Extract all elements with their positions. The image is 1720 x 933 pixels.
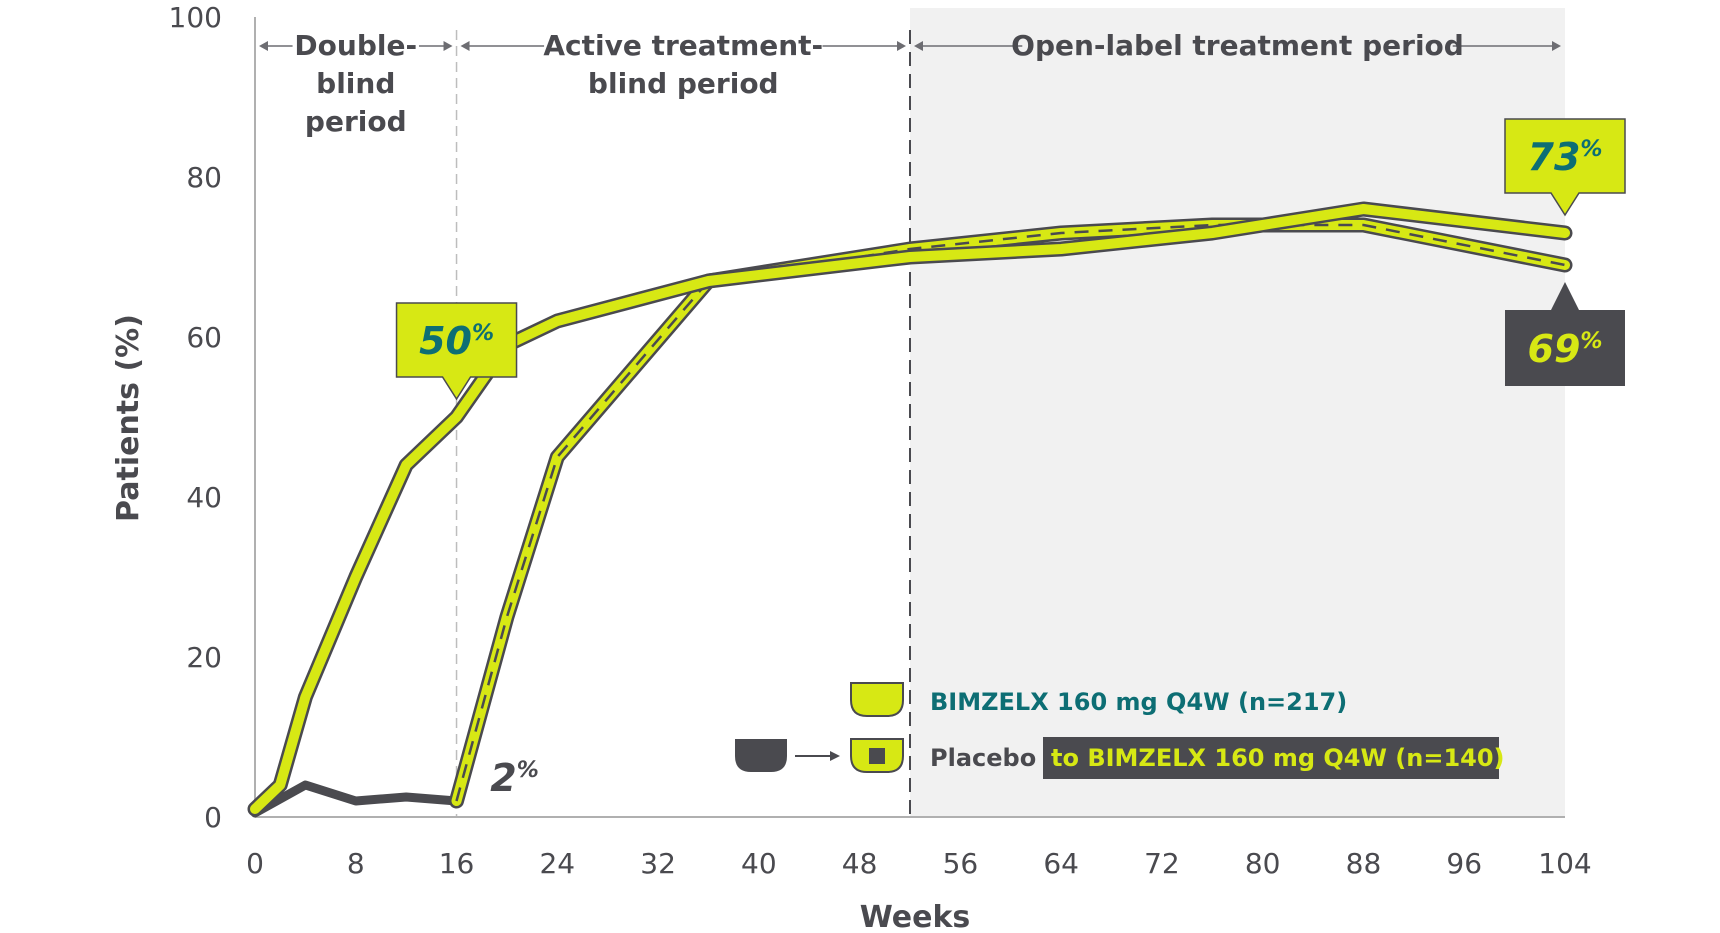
annotation-callout: 69% [1505, 282, 1625, 386]
period-label-line: blind period [588, 67, 779, 100]
annotation-value: 50% [419, 319, 494, 363]
legend: BIMZELX 160 mg Q4W (n=217) Placebo to BIMZ… [735, 682, 1505, 779]
x-tick-label: 56 [943, 847, 979, 880]
annotation-callout: 73% [1504, 118, 1626, 217]
legend-highlight-bg [1043, 737, 1499, 779]
annotation-box [1505, 282, 1625, 386]
series [247, 201, 1573, 818]
annotation-box [395, 302, 518, 401]
legend-label-bimzelx: BIMZELX 160 mg Q4W (n=217) [930, 688, 1347, 716]
legend-swatch-placebo-to-bimzelx [850, 738, 904, 773]
legend-swatch-shape [735, 739, 787, 772]
legend-label-placebo: Placebo [930, 744, 1036, 772]
legend-swatch-shape [850, 682, 904, 717]
period-arrow-head [914, 41, 923, 51]
legend-swatch-placebo [735, 739, 787, 772]
x-tick-label: 40 [741, 847, 777, 880]
x-tick-label: 64 [1043, 847, 1079, 880]
y-tick-label: 20 [186, 641, 222, 674]
x-tick-label: 0 [246, 847, 264, 880]
annotations: 50% 2% 73% 69% [395, 118, 1626, 800]
annotation-value: 2% [490, 756, 539, 800]
x-tick-label: 48 [842, 847, 878, 880]
period-label-group: Active treatment-blind period [460, 29, 906, 100]
open-label-shaded-region [910, 8, 1565, 817]
series-line-placebo-to-bimzelx-dash [455, 223, 1566, 802]
period-label-line: period [305, 105, 407, 138]
period-label-line: blind [316, 67, 395, 100]
legend-arrow-head [830, 751, 840, 761]
legend-arrow [795, 751, 840, 761]
period-arrow-head [897, 41, 906, 51]
annotation-value: 69% [1528, 327, 1603, 371]
x-tick-label: 88 [1346, 847, 1382, 880]
y-tick-label: 40 [186, 481, 222, 514]
period-arrow-head [1552, 41, 1561, 51]
x-tick-label: 8 [347, 847, 365, 880]
period-label-line: Double- [294, 29, 417, 62]
y-tick-label: 60 [186, 321, 222, 354]
period-label-group: Open-label treatment period [914, 29, 1561, 62]
period-dividers [455, 30, 911, 817]
axes [254, 17, 1565, 818]
period-arrow-head [443, 41, 453, 51]
y-tick-label: 100 [169, 1, 222, 34]
legend-swatch-bimzelx [850, 682, 904, 717]
x-tick-label: 96 [1446, 847, 1482, 880]
annotation-box [1504, 118, 1626, 217]
y-axis-title: Patients (%) [111, 314, 146, 522]
annotation-callout: 2% [490, 756, 539, 800]
x-axis-title: Weeks [860, 900, 971, 933]
annotation-value: 73% [1528, 135, 1603, 179]
legend-label-highlight: to BIMZELX 160 mg Q4W (n=140) [1051, 744, 1505, 772]
legend-swatch-square [869, 748, 885, 764]
period-label-line: Open-label treatment period [1011, 29, 1464, 62]
period-label-group: Double-blind period [259, 29, 453, 138]
y-tick-label: 80 [186, 161, 222, 194]
x-tick-label: 80 [1245, 847, 1281, 880]
tick-labels: 0 20 40 60 80 100 0 8 16 24 32 40 48 56 64 72 80 88 96 104 [169, 1, 1592, 880]
period-arrow-head [259, 41, 268, 51]
x-tick-label: 16 [439, 847, 475, 880]
x-tick-label: 72 [1144, 847, 1180, 880]
y-tick-label: 0 [204, 801, 222, 834]
period-label-line: Active treatment- [543, 29, 823, 62]
x-tick-label: 24 [539, 847, 575, 880]
period-labels: Double-blind period Active treatment-blind… [259, 29, 1561, 138]
period-arrow-head [460, 41, 470, 51]
x-tick-label: 104 [1538, 847, 1591, 880]
x-tick-label: 32 [640, 847, 676, 880]
annotation-callout: 50% [395, 302, 518, 401]
